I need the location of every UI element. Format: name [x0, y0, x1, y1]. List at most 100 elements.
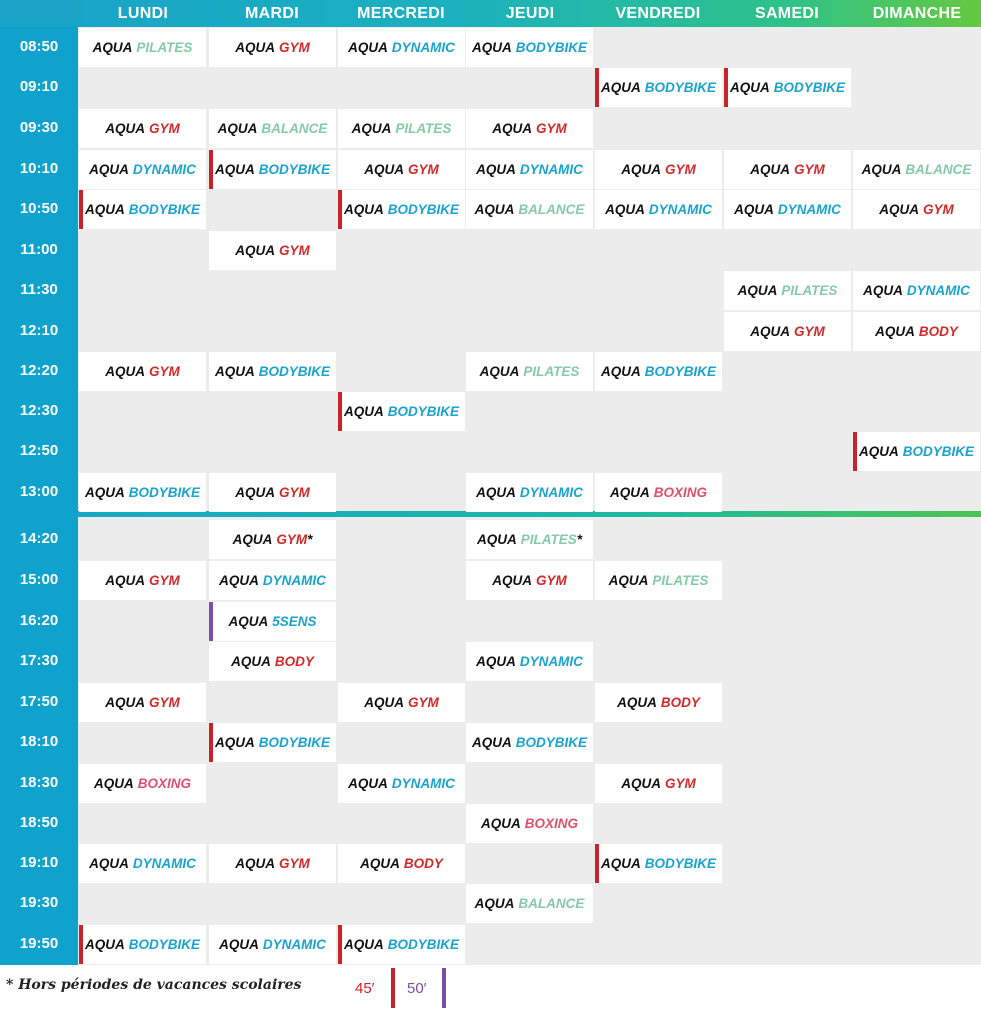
session-cell[interactable]: AQUA PILATES	[595, 561, 722, 600]
session-name: GYM	[148, 695, 180, 710]
session-name: BOXING	[653, 485, 707, 500]
session-cell[interactable]: AQUA BODYBIKE	[595, 844, 722, 883]
session-cell[interactable]: AQUA BALANCE	[466, 190, 593, 229]
session-cell[interactable]: AQUA BODY	[853, 312, 980, 351]
session-name: BOXING	[137, 776, 191, 791]
session-cell[interactable]: AQUA DYNAMIC	[853, 271, 980, 310]
session-prefix: AQUA	[474, 202, 515, 217]
session-cell[interactable]: AQUA BODYBIKE	[724, 68, 851, 107]
session-cell[interactable]: AQUA BODYBIKE	[209, 723, 336, 762]
time-slot-label: 09:10	[19, 78, 59, 95]
session-cell[interactable]: AQUA BOXING	[79, 764, 206, 803]
session-name: GYM	[535, 121, 567, 136]
session-cell[interactable]: AQUA PILATES	[338, 109, 465, 148]
session-cell[interactable]: AQUA BODY	[209, 642, 336, 681]
session-prefix: AQUA	[621, 776, 661, 791]
session-cell[interactable]: AQUA GYM	[209, 473, 336, 512]
session-cell[interactable]: AQUA DYNAMIC	[724, 190, 851, 229]
session-cell[interactable]: AQUA BODYBIKE	[338, 392, 465, 431]
session-prefix: AQUA	[471, 40, 512, 55]
session-cell[interactable]: AQUA BODYBIKE	[209, 150, 336, 189]
session-cell[interactable]: AQUA GYM	[79, 109, 206, 148]
session-cell[interactable]: AQUA BODYBIKE	[79, 190, 206, 229]
session-cell[interactable]: AQUA DYNAMIC	[466, 473, 593, 512]
session-cell[interactable]: AQUA GYM *	[209, 520, 336, 559]
session-cell[interactable]: AQUA GYM	[466, 561, 593, 600]
session-prefix: AQUA	[217, 121, 258, 136]
session-prefix: AQUA	[617, 695, 657, 710]
session-cell[interactable]: AQUA GYM	[79, 352, 206, 391]
session-cell[interactable]: AQUA DYNAMIC	[338, 764, 465, 803]
session-cell[interactable]: AQUA BODYBIKE	[338, 190, 465, 229]
session-cell[interactable]: AQUA BOXING	[466, 804, 593, 843]
session-cell[interactable]: AQUA GYM	[338, 683, 465, 722]
session-cell[interactable]: AQUA PILATES	[466, 352, 593, 391]
session-cell[interactable]: AQUA DYNAMIC	[466, 642, 593, 681]
session-cell[interactable]: AQUA BODYBIKE	[466, 28, 593, 67]
session-cell[interactable]: AQUA BODYBIKE	[595, 68, 722, 107]
session-prefix: AQUA	[92, 40, 133, 55]
session-name: DYNAMIC	[777, 202, 841, 217]
session-cell[interactable]: AQUA BODYBIKE	[466, 723, 593, 762]
session-cell[interactable]: AQUA GYM	[338, 150, 465, 189]
session-prefix: AQUA	[609, 485, 650, 500]
term-time-asterisk: *	[576, 532, 583, 547]
session-cell[interactable]: AQUA GYM	[724, 150, 851, 189]
term-time-asterisk: *	[307, 532, 313, 547]
session-name: BODYBIKE	[515, 40, 587, 55]
session-cell[interactable]: AQUA 5SENS	[209, 602, 336, 641]
session-name: GYM	[793, 162, 825, 177]
session-cell[interactable]: AQUA DYNAMIC	[79, 150, 206, 189]
session-cell[interactable]: AQUA DYNAMIC	[466, 150, 593, 189]
session-prefix: AQUA	[861, 162, 902, 177]
session-prefix: AQUA	[214, 162, 255, 177]
session-cell[interactable]: AQUA GYM	[79, 683, 206, 722]
session-cell[interactable]: AQUA BODY	[595, 683, 722, 722]
session-cell[interactable]: AQUA GYM	[724, 312, 851, 351]
session-cell[interactable]: AQUA GYM	[209, 844, 336, 883]
session-name: PILATES	[136, 40, 193, 55]
session-cell[interactable]: AQUA GYM	[595, 764, 722, 803]
session-name: DYNAMIC	[519, 162, 583, 177]
session-cell[interactable]: AQUA PILATES	[724, 271, 851, 310]
session-prefix: AQUA	[348, 776, 388, 791]
duration-bar-45	[338, 925, 342, 964]
session-cell[interactable]: AQUA GYM	[209, 231, 336, 270]
session-cell[interactable]: AQUA BODY	[338, 844, 465, 883]
session-name: BODY	[918, 324, 958, 339]
session-cell[interactable]: AQUA DYNAMIC	[338, 28, 465, 67]
session-cell[interactable]: AQUA BALANCE	[466, 884, 593, 923]
time-slot-label: 18:10	[19, 733, 59, 750]
session-cell[interactable]: AQUA DYNAMIC	[79, 844, 206, 883]
legend-50-label: 50′	[407, 980, 427, 997]
session-name: DYNAMIC	[262, 937, 326, 952]
session-cell[interactable]: AQUA GYM	[595, 150, 722, 189]
afternoon-separator	[78, 511, 981, 517]
session-prefix: AQUA	[219, 573, 259, 588]
session-cell[interactable]: AQUA DYNAMIC	[209, 561, 336, 600]
session-prefix: AQUA	[364, 162, 404, 177]
session-name: PILATES	[523, 364, 580, 379]
session-cell[interactable]: AQUA DYNAMIC	[595, 190, 722, 229]
session-cell[interactable]: AQUA BODYBIKE	[595, 352, 722, 391]
session-cell[interactable]: AQUA PILATES *	[466, 520, 593, 559]
session-cell[interactable]: AQUA GYM	[466, 109, 593, 148]
session-name: BODY	[660, 695, 700, 710]
session-cell[interactable]: AQUA GYM	[853, 190, 980, 229]
session-name: GYM	[407, 695, 439, 710]
session-cell[interactable]: AQUA GYM	[79, 561, 206, 600]
session-cell[interactable]: AQUA BODYBIKE	[209, 352, 336, 391]
session-cell[interactable]: AQUA PILATES	[79, 28, 206, 67]
session-prefix: AQUA	[858, 444, 899, 459]
time-slot-label: 12:50	[19, 442, 59, 459]
session-prefix: AQUA	[235, 40, 275, 55]
session-cell[interactable]: AQUA BODYBIKE	[853, 432, 980, 471]
session-cell[interactable]: AQUA DYNAMIC	[209, 925, 336, 964]
session-cell[interactable]: AQUA BODYBIKE	[79, 925, 206, 964]
session-cell[interactable]: AQUA BOXING	[595, 473, 722, 512]
session-cell[interactable]: AQUA BODYBIKE	[338, 925, 465, 964]
session-cell[interactable]: AQUA BALANCE	[853, 150, 980, 189]
session-cell[interactable]: AQUA BALANCE	[209, 109, 336, 148]
session-cell[interactable]: AQUA BODYBIKE	[79, 473, 206, 512]
session-cell[interactable]: AQUA GYM	[209, 28, 336, 67]
